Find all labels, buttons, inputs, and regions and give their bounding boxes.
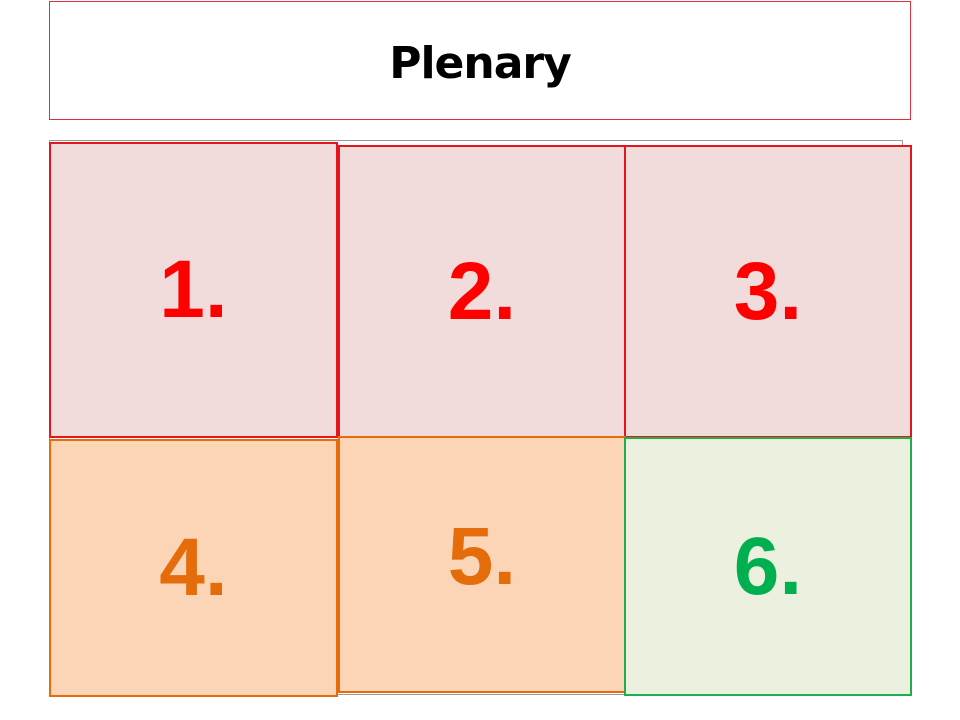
box: 4. <box>49 439 338 697</box>
box: 1. <box>49 142 338 438</box>
box: 6. <box>624 437 912 696</box>
box-label: 5. <box>447 510 517 602</box>
box-label: 2. <box>447 245 517 337</box>
box: 3. <box>624 145 912 438</box>
box-label: 1. <box>159 244 228 335</box>
box: 2. <box>338 145 626 438</box>
box-label: 3. <box>733 245 803 337</box>
title-box: Plenary <box>49 1 911 120</box>
box-label: 4. <box>159 522 228 613</box>
title: Plenary <box>389 38 572 89</box>
box: 5. <box>338 436 626 693</box>
box-label: 6. <box>733 520 803 612</box>
